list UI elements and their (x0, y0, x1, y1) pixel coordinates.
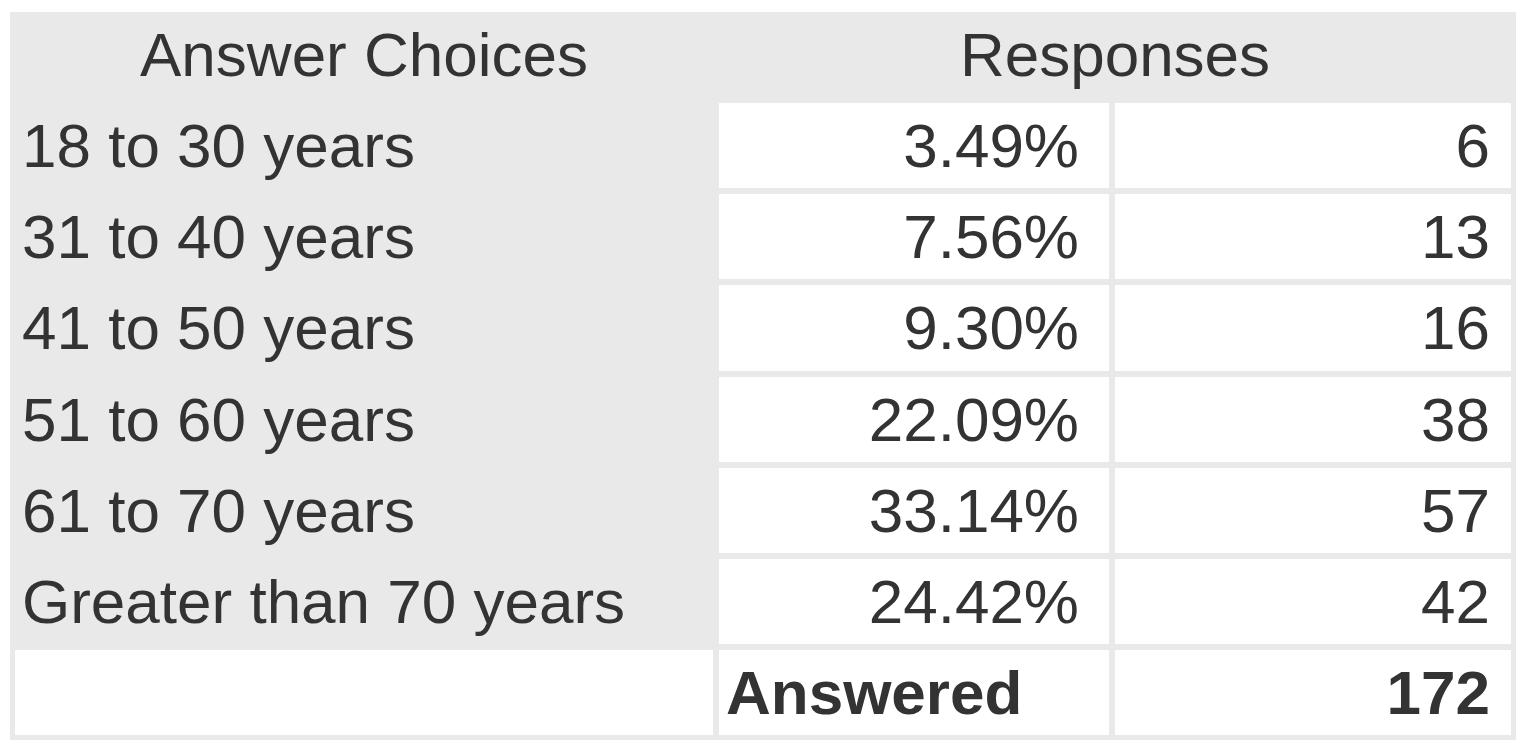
row-percent: 7.56% (719, 194, 1109, 279)
responses-header: Responses (719, 12, 1511, 97)
row-label: 41 to 50 years (15, 285, 713, 370)
row-label: 61 to 70 years (15, 468, 713, 553)
row-count: 13 (1115, 194, 1511, 279)
row-label: 51 to 60 years (15, 377, 713, 462)
row-label: 18 to 30 years (15, 103, 713, 188)
row-label: 31 to 40 years (15, 194, 713, 279)
row-percent: 24.42% (719, 559, 1109, 644)
survey-results-table: Answer Choices Responses 18 to 30 years … (10, 12, 1516, 740)
row-count: 38 (1115, 377, 1511, 462)
row-percent: 3.49% (719, 103, 1109, 188)
row-count: 42 (1115, 559, 1511, 644)
answered-total: 172 (1115, 650, 1511, 735)
answered-label: Answered (719, 650, 1109, 735)
row-count: 16 (1115, 285, 1511, 370)
row-count: 57 (1115, 468, 1511, 553)
row-percent: 9.30% (719, 285, 1109, 370)
row-label: Greater than 70 years (15, 559, 713, 644)
answer-choices-header: Answer Choices (15, 12, 713, 97)
footer-empty-cell (15, 650, 713, 735)
row-percent: 33.14% (719, 468, 1109, 553)
row-count: 6 (1115, 103, 1511, 188)
row-percent: 22.09% (719, 377, 1109, 462)
